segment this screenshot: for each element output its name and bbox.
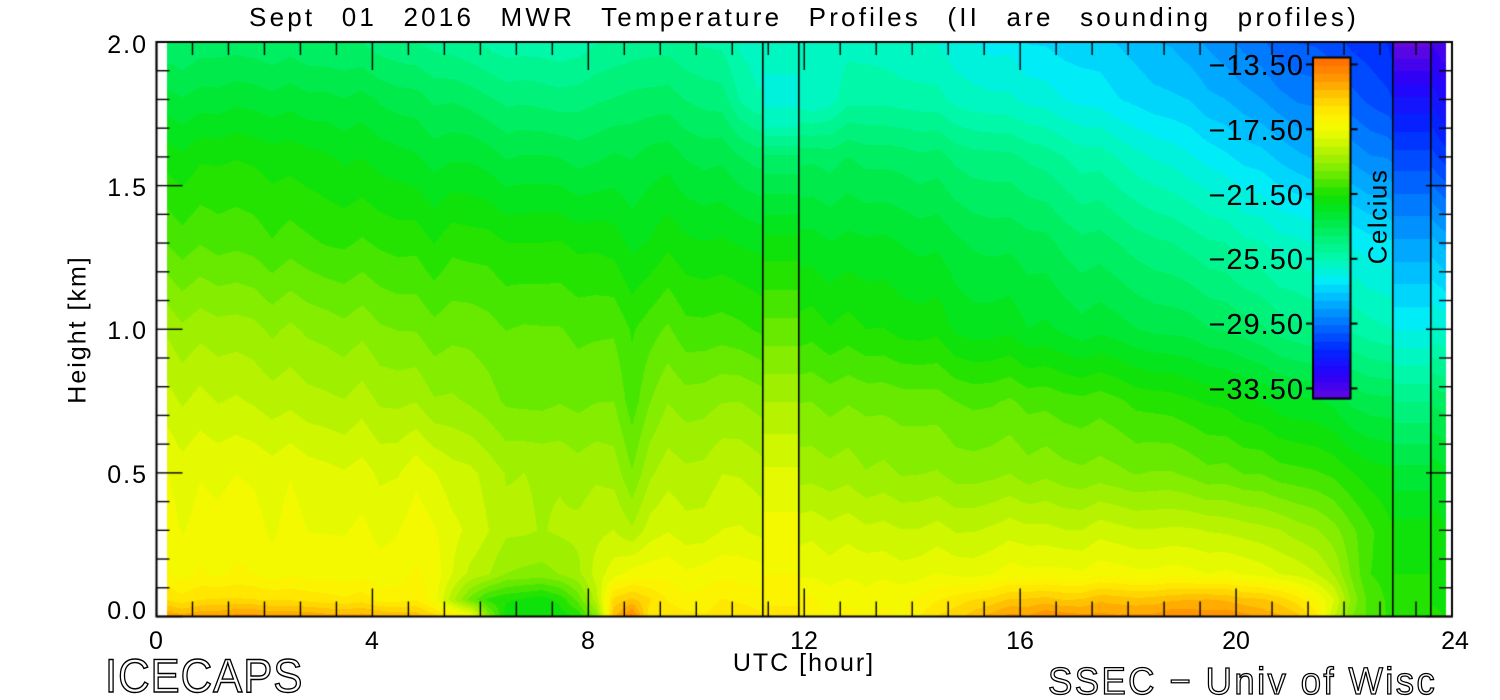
svg-text:ICECAPS: ICECAPS (105, 650, 303, 700)
svg-text:SSEC − Univ of Wisc: SSEC − Univ of Wisc (1048, 659, 1437, 700)
